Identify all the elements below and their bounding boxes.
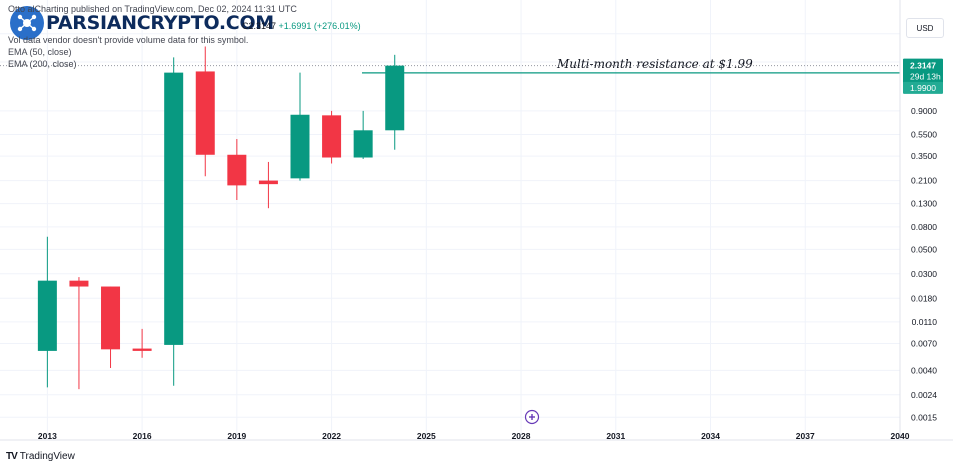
price-tick-label: 0.0040 — [911, 365, 937, 375]
candle — [322, 110, 342, 164]
price-tick-label: 0.1300 — [911, 199, 937, 209]
price-tick-label: 0.0500 — [911, 244, 937, 254]
price-tick-label: 0.0300 — [911, 269, 937, 279]
candle-body — [385, 65, 405, 131]
last-price-value: 2.3147 — [910, 61, 936, 71]
candle-body — [290, 114, 310, 179]
price-tick-label: 0.0015 — [911, 412, 937, 422]
candle-body — [69, 280, 89, 287]
publish-text-visible: Otto alCharting published on TradingView… — [8, 4, 297, 14]
last-price-countdown: 29d 13h — [910, 72, 941, 82]
candle — [258, 161, 278, 209]
price-tick-label: 0.3500 — [911, 151, 937, 161]
price-tick-label: 0.2100 — [911, 176, 937, 186]
candle — [69, 277, 89, 390]
time-tick-label: 2040 — [891, 431, 910, 441]
tradingview-logo-icon: TV — [6, 451, 18, 462]
last-price-badge-bg — [903, 58, 943, 84]
ema50-text: EMA (50, close) — [8, 47, 72, 57]
publish-info-visible: Otto alCharting published on TradingView… — [8, 4, 297, 14]
event-marker-icon[interactable] — [524, 409, 540, 425]
grid-lines — [0, 0, 901, 440]
currency-label: USD — [916, 23, 934, 33]
watermark-logo-icon — [10, 6, 44, 40]
ohlc-change: +1.6991 (+276.01%) — [278, 21, 361, 31]
candle — [195, 46, 215, 177]
parsiancrypto-watermark: PARSIANCRYPTO.COM — [10, 6, 274, 40]
candle-body — [132, 348, 152, 351]
tradingview-brand: TradingView — [19, 451, 75, 462]
price-tick-label: 0.0180 — [911, 293, 937, 303]
ohlc-close: C2.3147 — [242, 21, 277, 31]
watermark-text: PARSIANCRYPTO.COM — [46, 12, 274, 34]
candle-body — [322, 115, 342, 158]
tradingview-footer[interactable]: TV TradingView — [6, 451, 75, 462]
candle — [101, 286, 121, 368]
time-tick-label: 2025 — [417, 431, 436, 441]
candles-group — [37, 46, 405, 390]
ema200-text: EMA (200, close) — [8, 59, 77, 69]
time-tick-label: 2031 — [606, 431, 625, 441]
candle — [37, 236, 57, 388]
candle — [353, 110, 373, 159]
resistance-annotation: Multi-month resistance at $1.99 — [556, 57, 753, 71]
ohlc-legend: C2.3147 +1.6991 (+276.01%) — [242, 21, 361, 31]
candle — [227, 139, 247, 201]
time-tick-label: 2013 — [38, 431, 57, 441]
resistance-badge-bg — [903, 81, 943, 94]
event-marker-group — [524, 409, 540, 425]
ema200-legend[interactable]: EMA (200, close) — [8, 59, 77, 69]
time-tick-label: 2034 — [701, 431, 720, 441]
candle-body — [37, 280, 57, 351]
price-tick-label: 0.0110 — [912, 317, 938, 327]
candle — [385, 54, 405, 150]
currency-button[interactable]: USD — [906, 18, 944, 38]
time-tick-label: 2016 — [133, 431, 152, 441]
candle-body — [258, 180, 278, 185]
price-axis[interactable]: 4.50002.50000.90000.55000.35000.21000.13… — [899, 0, 943, 440]
price-tick-label: 0.0800 — [911, 222, 937, 232]
candle-body — [195, 71, 215, 155]
price-tick-label: 0.0070 — [911, 339, 937, 349]
candle — [290, 72, 310, 181]
candle — [132, 328, 152, 358]
candle-body — [164, 72, 184, 345]
candle-body — [227, 154, 247, 186]
time-axis[interactable]: 2013 2016 2019 2022 2025 2028 2031 2034 2037 2040 — [0, 431, 953, 441]
time-tick-label: 2037 — [796, 431, 815, 441]
price-tick-label: 0.9000 — [911, 106, 937, 116]
resistance-line-group: Multi-month resistance at $1.99 — [0, 57, 900, 74]
candle — [164, 57, 184, 386]
time-tick-label: 2028 — [512, 431, 531, 441]
volume-note-text: Vol data vendor doesn't provide volume d… — [8, 35, 249, 45]
resistance-badge: 1.9900 — [903, 81, 943, 94]
candle-body — [353, 130, 373, 158]
time-tick-label: 2019 — [227, 431, 246, 441]
candle-body — [101, 286, 121, 350]
ema50-legend[interactable]: EMA (50, close) — [8, 47, 72, 57]
price-tick-label: 0.5500 — [911, 129, 937, 139]
time-tick-label: 2022 — [322, 431, 341, 441]
price-tick-label: 0.0024 — [911, 390, 937, 400]
resistance-badge-value: 1.9900 — [910, 83, 936, 93]
volume-legend[interactable]: Vol data vendor doesn't provide volume d… — [8, 35, 248, 45]
